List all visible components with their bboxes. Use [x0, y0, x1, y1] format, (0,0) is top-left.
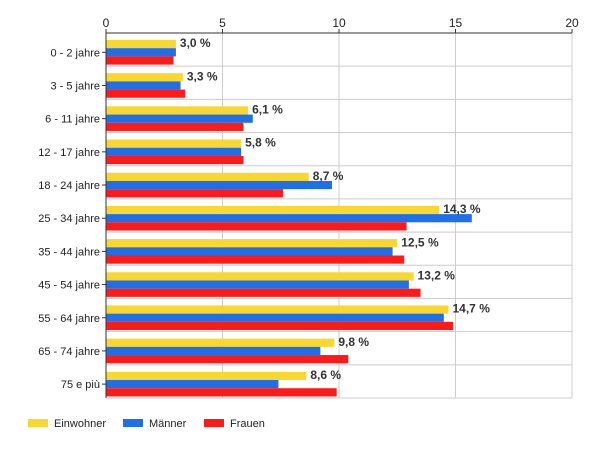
category-label-0: 0 - 2 jahre [50, 47, 100, 59]
category-label-8: 55 - 64 jahre [38, 313, 100, 325]
x-tick-label-10: 10 [332, 16, 346, 30]
legend-swatch-einwohner [28, 419, 48, 427]
bar-frauen-0 [106, 56, 174, 65]
data-label-0: 3,0 % [180, 36, 211, 50]
category-label-6: 35 - 44 jahre [38, 246, 100, 258]
legend-swatch-frauen [204, 419, 224, 427]
bar-männer-10 [106, 380, 279, 389]
category-label-7: 45 - 54 jahre [38, 280, 100, 292]
bar-männer-0 [106, 48, 176, 57]
data-label-1: 3,3 % [187, 69, 218, 83]
x-tick-labels: 0 5 10 15 20 [103, 16, 579, 30]
bar-männer-3 [106, 147, 242, 156]
category-label-1: 3 - 5 jahre [50, 80, 100, 92]
data-label-5: 14,3 % [443, 202, 481, 216]
data-label-2: 6,1 % [252, 103, 283, 117]
bar-einwohner-9 [106, 338, 335, 347]
bar-frauen-3 [106, 155, 244, 165]
category-label-9: 65 - 74 jahre [38, 346, 100, 358]
bar-männer-4 [106, 180, 333, 190]
bar-frauen-1 [106, 89, 186, 98]
bar-einwohner-8 [106, 305, 449, 314]
bar-männer-8 [106, 313, 444, 322]
bar-frauen-9 [106, 355, 349, 364]
bar-frauen-8 [106, 321, 454, 331]
bar-frauen-7 [106, 288, 421, 297]
bar-einwohner-10 [106, 371, 307, 381]
bar-einwohner-4 [106, 172, 309, 181]
bar-einwohner-7 [106, 272, 414, 281]
x-tick-label-5: 5 [219, 16, 226, 30]
bar-einwohner-1 [106, 73, 183, 82]
category-label-3: 12 - 17 jahre [38, 147, 100, 159]
data-label-6: 12,5 % [401, 235, 439, 249]
bar-männer-1 [106, 81, 181, 90]
legend-swatch-männer [123, 419, 143, 427]
bar-frauen-6 [106, 255, 405, 264]
legend-label-einwohner: Einwohner [54, 418, 106, 430]
bar-einwohner-2 [106, 106, 249, 115]
bars [106, 40, 472, 397]
bar-frauen-5 [106, 222, 407, 231]
x-tick-label-0: 0 [103, 16, 110, 30]
category-label-10: 75 e più [61, 379, 100, 391]
data-label-3: 5,8 % [245, 136, 276, 150]
bar-einwohner-6 [106, 239, 398, 248]
category-label-2: 6 - 11 jahre [45, 114, 100, 126]
category-label-4: 18 - 24 jahre [38, 180, 100, 192]
bar-frauen-2 [106, 122, 244, 131]
legend: Einwohner Männer Frauen [28, 418, 265, 430]
bar-männer-6 [106, 247, 393, 256]
bar-männer-9 [106, 346, 321, 356]
bar-männer-5 [106, 214, 472, 223]
axes [102, 29, 573, 398]
category-label-5: 25 - 34 jahre [38, 213, 100, 225]
data-label-9: 9,8 % [338, 335, 369, 349]
bar-einwohner-0 [106, 40, 176, 49]
bar-männer-7 [106, 280, 409, 289]
data-label-8: 14,7 % [453, 302, 491, 316]
legend-label-männer: Männer [149, 418, 187, 430]
data-label-10: 8,6 % [310, 368, 341, 382]
category-labels: 0 - 2 jahre 3 - 5 jahre 6 - 11 jahre 12 - 1… [38, 47, 100, 391]
legend-label-frauen: Frauen [230, 418, 265, 430]
data-label-4: 8,7 % [313, 169, 344, 183]
data-label-7: 13,2 % [418, 268, 456, 282]
grid-layer [106, 33, 573, 399]
bar-frauen-10 [106, 388, 337, 397]
x-tick-label-20: 20 [565, 16, 579, 30]
bar-männer-2 [106, 114, 253, 123]
bar-einwohner-3 [106, 139, 242, 148]
data-labels: 3,0 % 3,3 % 6,1 % 5,8 % 8,7 % 14,3 % 12,5 % 13,… [180, 36, 490, 382]
bar-frauen-4 [106, 189, 284, 198]
bar-einwohner-5 [106, 205, 440, 215]
x-tick-label-15: 15 [449, 16, 463, 30]
